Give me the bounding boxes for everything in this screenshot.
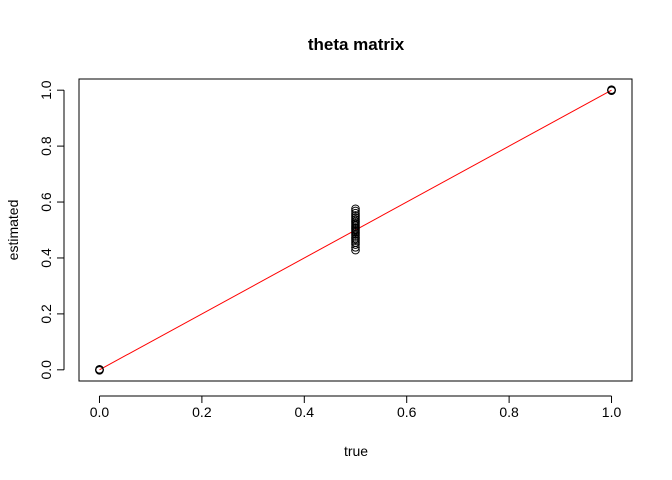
y-tick-label: 0.4 (38, 248, 54, 268)
x-axis: 0.0 0.2 0.4 0.6 0.8 1.0 (90, 395, 622, 420)
plot-frame (78, 78, 633, 382)
y-tick-label: 0.2 (38, 304, 54, 324)
x-tick-label: 0.8 (499, 404, 519, 420)
x-axis-label: true (344, 443, 368, 459)
x-tick-label: 0.2 (192, 404, 212, 420)
data-points (95, 85, 616, 375)
y-tick-label: 0.8 (38, 136, 54, 156)
y-tick-label: 0.0 (38, 360, 54, 380)
x-tick-label: 0.0 (90, 404, 110, 420)
data-point (351, 243, 360, 252)
y-axis: 0.0 0.2 0.4 0.6 0.8 1.0 (38, 80, 65, 380)
x-tick-label: 1.0 (602, 404, 622, 420)
x-tick-label: 0.6 (397, 404, 417, 420)
data-point (607, 86, 616, 96)
data-point (351, 206, 360, 216)
data-point (95, 366, 104, 375)
y-tick-label: 1.0 (38, 80, 54, 100)
data-point (351, 204, 360, 214)
data-point (351, 211, 360, 220)
y-tick-label: 0.6 (38, 192, 54, 212)
data-point (351, 208, 360, 218)
chart-title: theta matrix (308, 35, 405, 54)
x-tick-label: 0.4 (295, 404, 315, 420)
y-axis-label: estimated (5, 200, 21, 261)
